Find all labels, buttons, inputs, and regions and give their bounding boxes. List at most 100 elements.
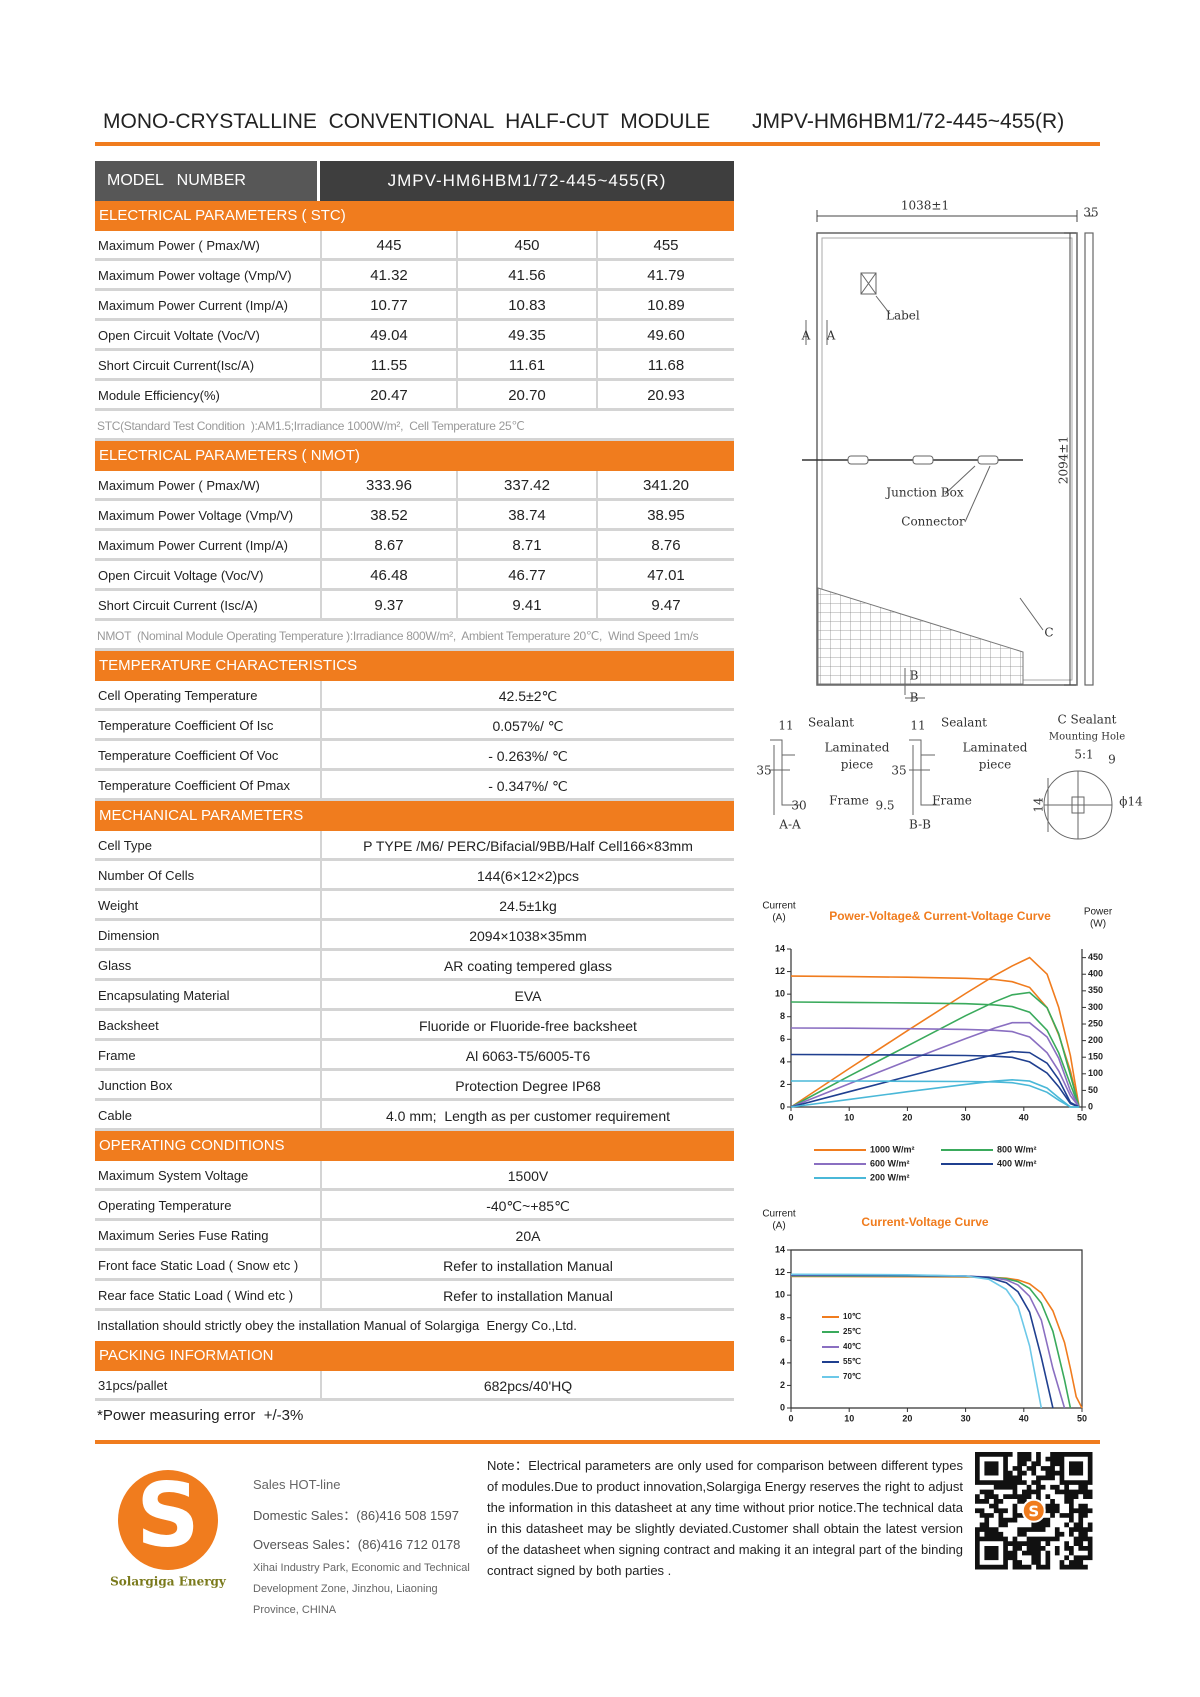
y2-tick-label: 100 — [1088, 1068, 1103, 1078]
current-curve — [790, 1001, 1080, 1108]
table-row: Short Circuit Current (Isc/A) 9.37 9.41 9.4… — [95, 591, 734, 621]
cell-area — [817, 587, 1024, 685]
section-header: TEMPERATURE CHARACTERISTICS — [95, 651, 734, 681]
row-value: - 0.263%/ ℃ — [320, 741, 734, 768]
x-tick-label: 50 — [1077, 1112, 1087, 1122]
table-row: Temperature Coefficient Of Pmax - 0.347%/… — [95, 771, 734, 801]
iv-curve — [790, 1274, 1066, 1409]
qr-code: S — [975, 1452, 1093, 1570]
section-a — [770, 739, 800, 815]
page-title: MONO-CRYSTALLINE CONVENTIONAL HALF-CUT M… — [103, 110, 711, 133]
row-value: Protection Degree IP68 — [320, 1071, 734, 1098]
x-tick-label: 20 — [902, 1413, 912, 1423]
section-label: B-B — [909, 818, 931, 832]
table-row: Operating Temperature -40℃~+85℃ — [95, 1191, 734, 1221]
address: Xihai Industry Park, Economic and Techni… — [253, 1562, 470, 1616]
logo-letter: S — [136, 1464, 199, 1567]
y-tick-label: 2 — [780, 1380, 785, 1390]
x-tick-label: 10 — [844, 1112, 854, 1122]
table-row: Encapsulating Material EVA — [95, 981, 734, 1011]
row-value: 47.01 — [596, 561, 734, 588]
chart-title: Power-Voltage& Current-Voltage Curve — [829, 909, 1051, 923]
callout: Frame — [932, 794, 972, 808]
current-curve — [791, 1080, 1080, 1108]
callout: Label — [886, 309, 920, 323]
row-value: 49.35 — [456, 321, 596, 348]
row-label: Maximum System Voltage — [98, 1168, 249, 1183]
x-tick-label: 40 — [1019, 1413, 1029, 1423]
dimension-line — [1064, 232, 1076, 686]
module-drawing — [770, 210, 1113, 840]
table-row: Maximum Power Current (Imp/A) 8.67 8.71 8.7… — [95, 531, 734, 561]
row-label: Backsheet — [98, 1018, 159, 1033]
y-tick-label: 0 — [780, 1402, 785, 1412]
table-row: Short Circuit Current(Isc/A) 11.55 11.61 11… — [95, 351, 734, 381]
y2-tick-label: 450 — [1088, 952, 1103, 962]
table-row: Weight 24.5±1kg — [95, 891, 734, 921]
y2-tick-label: 0 — [1088, 1101, 1093, 1111]
table-row: Temperature Coefficient Of Isc 0.057%/ ℃ — [95, 711, 734, 741]
row-label: Junction Box — [98, 1078, 173, 1093]
power-curve — [790, 991, 1080, 1108]
table-row: Frame Al 6063-T5/6005-T6 — [95, 1041, 734, 1071]
row-value: 49.60 — [596, 321, 734, 348]
table-row: Backsheet Fluoride or Fluoride-free backs… — [95, 1011, 734, 1041]
current-curve — [790, 1027, 1080, 1108]
x-tick-label: 0 — [788, 1413, 793, 1423]
x-tick-label: 10 — [844, 1413, 854, 1423]
table-note: Installation should strictly obey the in… — [97, 1318, 577, 1333]
row-value: 11.68 — [596, 351, 734, 378]
domestic-sales: Domestic Sales：(86)416 508 1597 — [253, 1508, 459, 1523]
row-value: 682pcs/40'HQ — [320, 1371, 734, 1398]
chart: Power-Voltage& Current-Voltage Curve Curr… — [762, 901, 1113, 1183]
section-marker — [805, 320, 1044, 631]
x-tick-label: 0 — [788, 1112, 793, 1122]
dim-label: 35 — [1083, 206, 1098, 220]
y2-tick-label: 250 — [1088, 1018, 1103, 1028]
dim-label: 9.5 — [875, 799, 894, 813]
callout: Sealant — [808, 716, 854, 730]
qr-logo — [1021, 1498, 1046, 1523]
x-tick-label: 30 — [961, 1413, 971, 1423]
section-label: B — [910, 669, 919, 683]
qr-modules — [975, 1452, 1093, 1570]
y-tick-label: 6 — [780, 1335, 785, 1345]
y2-axis-label: Power — [1084, 907, 1113, 918]
row-label: 31pcs/pallet — [98, 1378, 168, 1393]
table-note: NMOT (Nominal Module Operating Temperatu… — [95, 621, 734, 651]
connector — [977, 455, 999, 465]
legend-label: 55℃ — [843, 1357, 861, 1366]
row-value: 38.74 — [456, 501, 596, 528]
row-value: 0.057%/ ℃ — [320, 711, 734, 738]
section-label: A — [826, 329, 836, 343]
y2-tick-label: 200 — [1088, 1035, 1103, 1045]
row-label: Maximum Power Voltage (Vmp/V) — [98, 508, 294, 523]
row-label: Maximum Power Current (Imp/A) — [98, 538, 288, 553]
row-value: 333.96 — [320, 471, 456, 498]
x-tick-label: 50 — [1077, 1413, 1087, 1423]
row-value: 41.32 — [320, 261, 456, 288]
dim-label: 11 — [910, 719, 925, 733]
section-marker — [904, 668, 925, 699]
y-tick-label: 6 — [780, 1034, 785, 1044]
row-label: Temperature Coefficient Of Voc — [98, 748, 279, 763]
callout: Connector — [901, 515, 965, 529]
power-curve — [790, 1078, 1080, 1108]
scale-label: 5:1 — [1074, 748, 1093, 762]
row-value: 20.47 — [320, 381, 456, 408]
table-row: Open Circuit Voltage (Voc/V) 46.48 46.77 47… — [95, 561, 734, 591]
row-value: 4.0 mm; Length as per customer requireme… — [320, 1101, 734, 1128]
model-value: JMPV-HM6HBM1/72-445~455(R) — [320, 161, 734, 201]
table-row: Cell Operating Temperature 42.5±2℃ — [95, 681, 734, 711]
y-axis-label: (A) — [772, 913, 785, 924]
y2-tick-label: 400 — [1088, 969, 1103, 979]
y2-tick-label: 50 — [1088, 1085, 1098, 1095]
label-box — [860, 272, 877, 295]
table-row: Maximum Power ( Pmax/W) 333.96 337.42 341.2… — [95, 471, 734, 501]
row-label: Cell Operating Temperature — [98, 688, 258, 703]
row-value: 38.52 — [320, 501, 456, 528]
x-tick-label: 40 — [1019, 1112, 1029, 1122]
label-leader — [860, 272, 891, 315]
legend-label: 10℃ — [843, 1312, 861, 1321]
